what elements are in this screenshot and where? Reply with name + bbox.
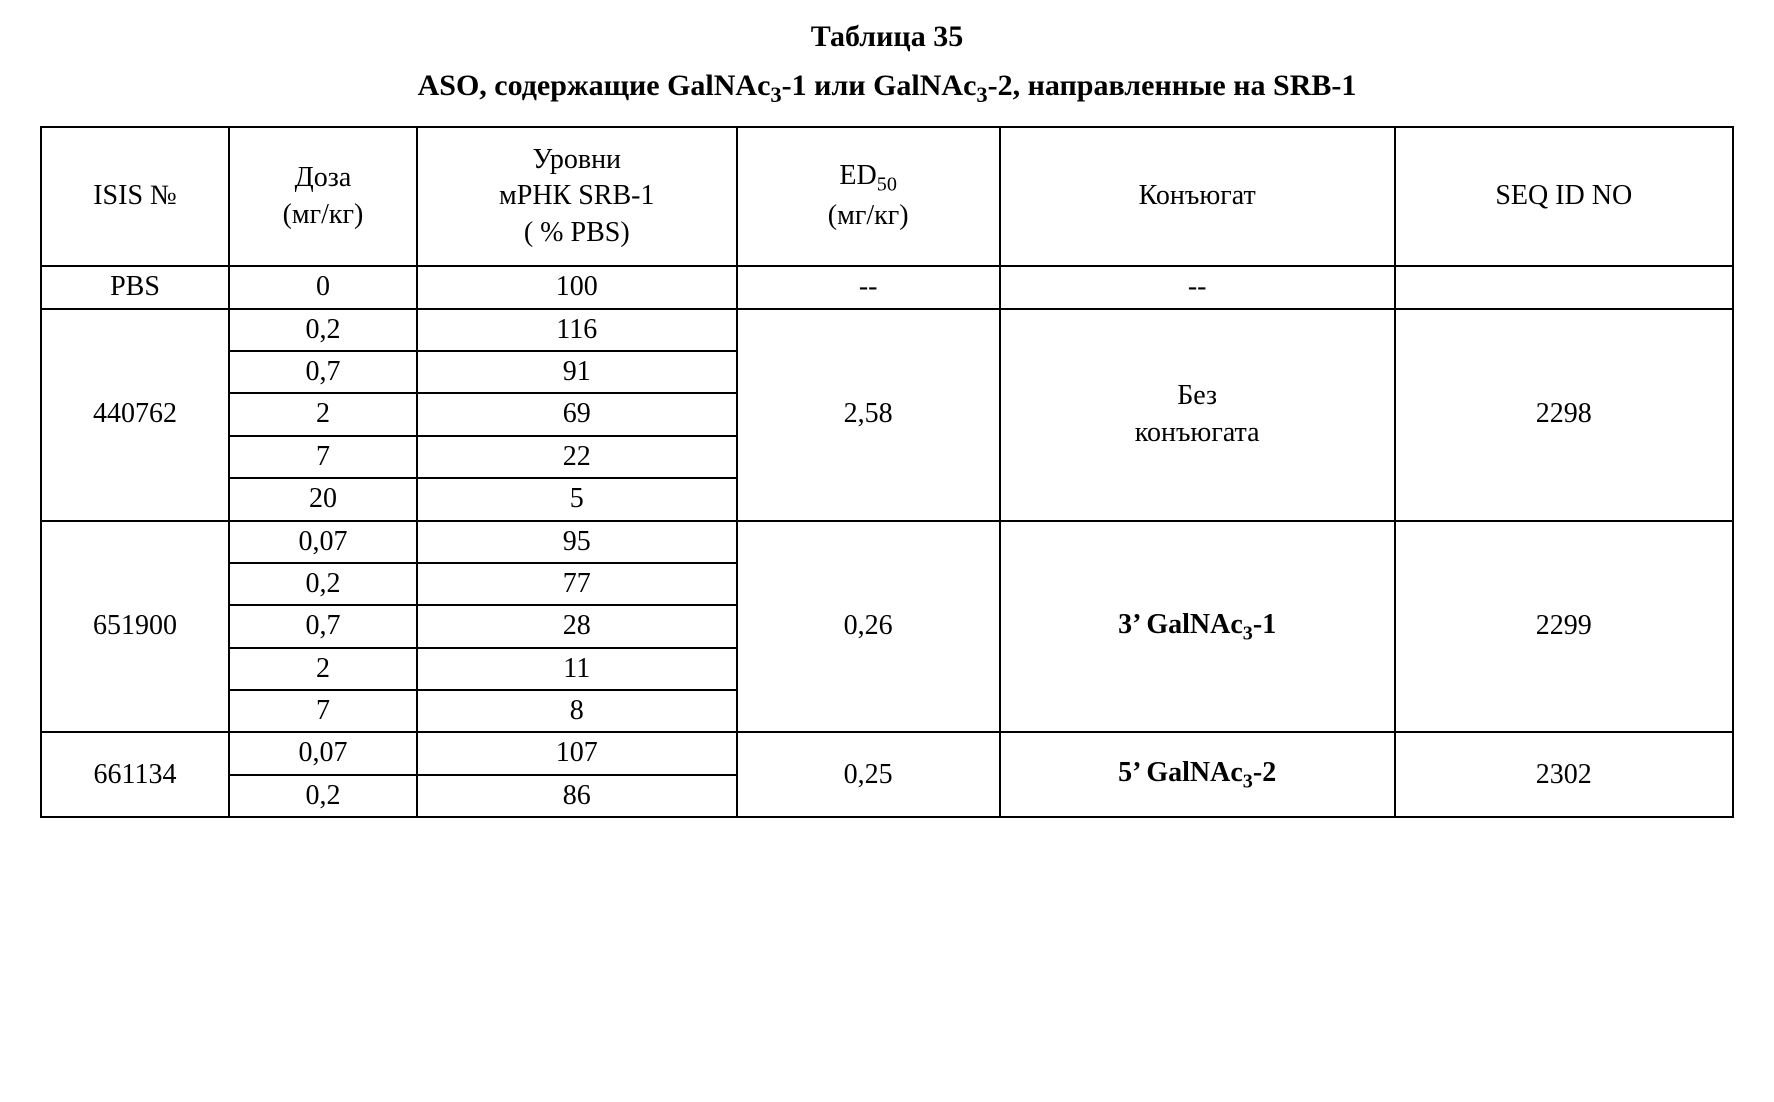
cell-isis: PBS — [41, 266, 229, 308]
cell-isis: 651900 — [41, 521, 229, 733]
header-mrna-line3: ( % PBS) — [524, 217, 630, 248]
header-mrna-line2: мРНК SRB-1 — [499, 180, 654, 211]
cell-dose: 2 — [229, 648, 417, 690]
cell-conjugate: 3’ GalNAc3-1 — [1000, 521, 1395, 733]
cell-dose: 2 — [229, 393, 417, 435]
header-isis: ISIS № — [41, 127, 229, 266]
conjugate-suffix: -1 — [1253, 609, 1276, 640]
cell-dose: 0,2 — [229, 563, 417, 605]
conjugate-sub: 3 — [1243, 622, 1253, 644]
header-dose-line2: (мг/кг) — [283, 199, 364, 230]
cell-seqid: 2299 — [1395, 521, 1733, 733]
cell-mrna: 69 — [417, 393, 737, 435]
header-mrna-line1: Уровни — [532, 144, 621, 175]
table-row: PBS 0 100 -- -- — [41, 266, 1733, 308]
cell-dose: 0,2 — [229, 309, 417, 351]
conjugate-sub: 3 — [1243, 771, 1253, 793]
conjugate-suffix: -2 — [1253, 757, 1276, 788]
cell-mrna: 28 — [417, 605, 737, 647]
cell-mrna: 86 — [417, 775, 737, 817]
cell-mrna: 100 — [417, 266, 737, 308]
cell-seqid: 2298 — [1395, 309, 1733, 521]
table-number-title: Таблица 35 — [40, 20, 1734, 54]
cell-isis: 661134 — [41, 732, 229, 817]
cell-mrna: 8 — [417, 690, 737, 732]
cell-dose: 0,7 — [229, 605, 417, 647]
header-ed50: ED50 (мг/кг) — [737, 127, 1000, 266]
cell-ed50: 0,25 — [737, 732, 1000, 817]
cell-dose: 0,07 — [229, 521, 417, 563]
conjugate-prefix: 3’ GalNAc — [1118, 609, 1243, 640]
cell-dose: 0,7 — [229, 351, 417, 393]
cell-dose: 7 — [229, 690, 417, 732]
cell-dose: 0 — [229, 266, 417, 308]
cell-seqid — [1395, 266, 1733, 308]
header-ed50-label: ED — [839, 160, 876, 191]
cell-dose: 20 — [229, 478, 417, 520]
cell-conjugate: Без конъюгата — [1000, 309, 1395, 521]
cell-seqid: 2302 — [1395, 732, 1733, 817]
caption-part-1: ASO, содержащие GalNAc — [418, 69, 771, 102]
header-mrna: Уровни мРНК SRB-1 ( % PBS) — [417, 127, 737, 266]
cell-conjugate: -- — [1000, 266, 1395, 308]
cell-mrna: 22 — [417, 436, 737, 478]
cell-mrna: 11 — [417, 648, 737, 690]
data-table: ISIS № Доза (мг/кг) Уровни мРНК SRB-1 ( … — [40, 126, 1734, 818]
cell-mrna: 77 — [417, 563, 737, 605]
conjugate-line1: Без — [1177, 380, 1217, 411]
cell-ed50: -- — [737, 266, 1000, 308]
caption-sub-1: 3 — [770, 82, 781, 107]
table-row: 661134 0,07 107 0,25 5’ GalNAc3-2 2302 — [41, 732, 1733, 774]
header-ed50-sub: 50 — [877, 174, 897, 196]
caption-sub-2: 3 — [976, 82, 987, 107]
cell-isis: 440762 — [41, 309, 229, 521]
table-row: 651900 0,07 95 0,26 3’ GalNAc3-1 2299 — [41, 521, 1733, 563]
cell-ed50: 0,26 — [737, 521, 1000, 733]
cell-ed50: 2,58 — [737, 309, 1000, 521]
header-conjugate: Конъюгат — [1000, 127, 1395, 266]
cell-mrna: 5 — [417, 478, 737, 520]
caption-part-2: -1 или GalNAc — [782, 69, 977, 102]
cell-conjugate: 5’ GalNAc3-2 — [1000, 732, 1395, 817]
table-caption: ASO, содержащие GalNAc3-1 или GalNAc3-2,… — [40, 69, 1734, 108]
table-header-row: ISIS № Доза (мг/кг) Уровни мРНК SRB-1 ( … — [41, 127, 1733, 266]
cell-mrna: 116 — [417, 309, 737, 351]
header-dose: Доза (мг/кг) — [229, 127, 417, 266]
table-row: 440762 0,2 116 2,58 Без конъюгата 2298 — [41, 309, 1733, 351]
cell-mrna: 91 — [417, 351, 737, 393]
cell-mrna: 107 — [417, 732, 737, 774]
cell-dose: 7 — [229, 436, 417, 478]
header-ed50-unit: (мг/кг) — [828, 200, 909, 231]
conjugate-prefix: 5’ GalNAc — [1118, 757, 1243, 788]
caption-part-3: -2, направленные на SRB-1 — [988, 69, 1357, 102]
header-dose-line1: Доза — [295, 162, 352, 193]
header-seqid: SEQ ID NO — [1395, 127, 1733, 266]
cell-dose: 0,2 — [229, 775, 417, 817]
conjugate-line2: конъюгата — [1135, 417, 1260, 448]
cell-mrna: 95 — [417, 521, 737, 563]
cell-dose: 0,07 — [229, 732, 417, 774]
